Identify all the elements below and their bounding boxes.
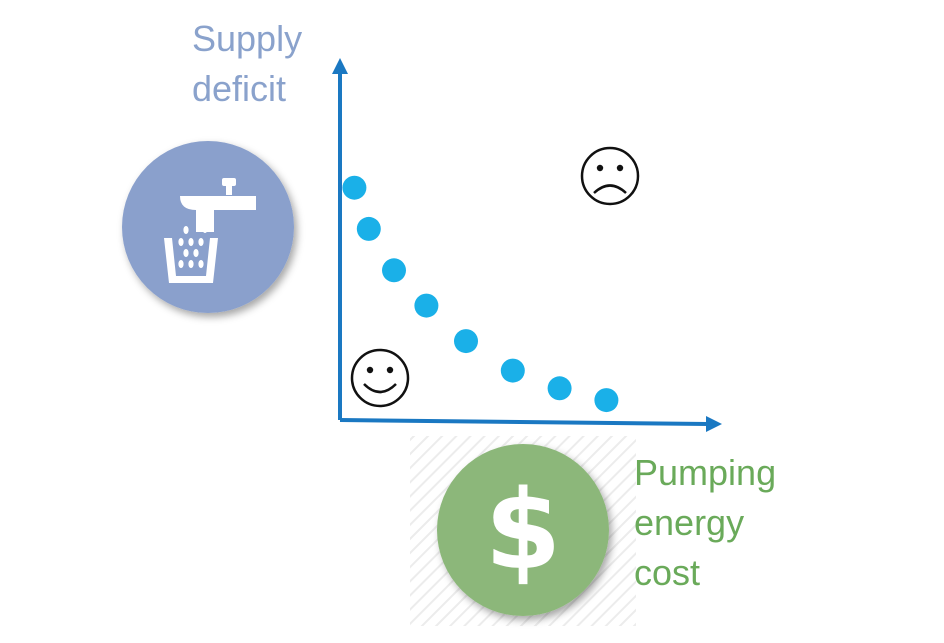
x-axis-label-line: energy (634, 502, 745, 543)
x-axis-label-line: Pumping (634, 452, 777, 493)
x-axis-label: Pumping energy cost (634, 448, 834, 598)
y-axis-label-line: deficit (192, 68, 287, 109)
svg-text:$: $ (485, 466, 562, 594)
dollar-icon: $ (437, 444, 609, 616)
data-point (382, 258, 406, 283)
x-axis-label-line: cost (634, 552, 701, 593)
y-axis-label-line: Supply (192, 18, 303, 59)
y-axis-label: Supply deficit (192, 14, 352, 114)
data-points (342, 175, 619, 413)
data-point (454, 329, 478, 354)
data-point (594, 388, 619, 413)
data-point (356, 216, 381, 241)
data-point (342, 175, 367, 200)
y-axis (332, 58, 348, 420)
smiley-face-icon (350, 348, 410, 408)
x-axis (339, 416, 722, 432)
data-point (500, 358, 525, 383)
data-point (414, 293, 439, 318)
water-tap-icon (122, 141, 294, 313)
data-point (547, 376, 572, 401)
frowning-face-icon (580, 146, 640, 206)
